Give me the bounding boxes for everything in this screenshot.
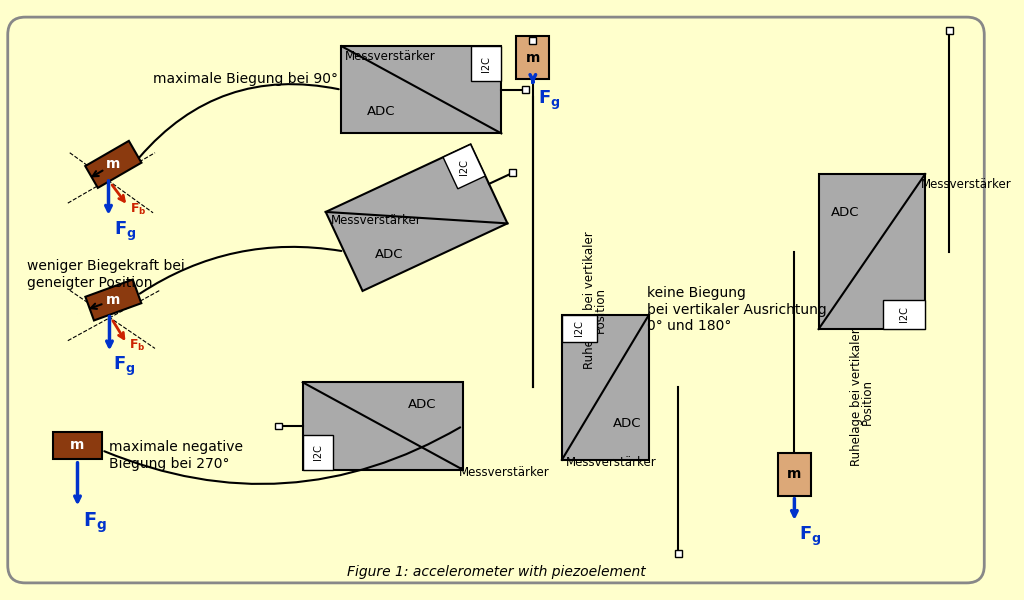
Text: m: m: [71, 439, 85, 452]
Polygon shape: [516, 37, 549, 79]
Text: m: m: [106, 157, 121, 172]
Polygon shape: [509, 169, 516, 176]
Text: $\mathbf{F_b}$: $\mathbf{F_b}$: [129, 338, 145, 353]
Text: maximale Biegung bei 90°: maximale Biegung bei 90°: [153, 73, 338, 86]
Polygon shape: [303, 434, 333, 470]
Text: m: m: [525, 51, 540, 65]
Polygon shape: [562, 314, 597, 342]
Text: ADC: ADC: [613, 417, 641, 430]
Polygon shape: [275, 422, 282, 430]
Polygon shape: [883, 299, 925, 329]
Text: maximale negative
Biegung bei 270°: maximale negative Biegung bei 270°: [109, 440, 243, 470]
Polygon shape: [562, 314, 649, 460]
Text: I2C: I2C: [459, 158, 469, 175]
Text: I2C: I2C: [574, 320, 585, 336]
Text: Messverstärker: Messverstärker: [345, 50, 436, 63]
Text: $\mathbf{F_g}$: $\mathbf{F_g}$: [538, 89, 560, 112]
Text: I2C: I2C: [899, 307, 909, 322]
Text: ADC: ADC: [368, 105, 395, 118]
Text: m: m: [787, 467, 802, 481]
Polygon shape: [53, 432, 101, 459]
Text: keine Biegung
bei vertikaler Ausrichtung
0° und 180°: keine Biegung bei vertikaler Ausrichtung…: [647, 286, 827, 333]
Text: Messverstärker: Messverstärker: [922, 178, 1012, 191]
FancyBboxPatch shape: [8, 17, 984, 583]
Text: $\mathbf{F_g}$: $\mathbf{F_g}$: [83, 510, 108, 535]
Polygon shape: [303, 382, 463, 470]
Text: $\mathbf{F_g}$: $\mathbf{F_g}$: [115, 220, 137, 243]
Text: I2C: I2C: [481, 56, 492, 71]
Text: weniger Biegekraft bei
geneigter Position: weniger Biegekraft bei geneigter Positio…: [27, 259, 185, 290]
Text: $\mathbf{F_b}$: $\mathbf{F_b}$: [130, 202, 146, 217]
Text: $\mathbf{F_g}$: $\mathbf{F_g}$: [114, 355, 136, 379]
Text: Messverstärker: Messverstärker: [331, 214, 422, 227]
Text: Messverstärker: Messverstärker: [566, 456, 656, 469]
Text: Position: Position: [594, 287, 607, 332]
Polygon shape: [529, 37, 537, 44]
Text: Position: Position: [860, 379, 873, 425]
Polygon shape: [341, 46, 502, 133]
Polygon shape: [471, 46, 502, 81]
Polygon shape: [326, 145, 508, 291]
Polygon shape: [443, 145, 485, 189]
Text: Ruhelage bei vertikaler: Ruhelage bei vertikaler: [584, 231, 597, 369]
Polygon shape: [85, 141, 141, 188]
Text: $\mathbf{F_g}$: $\mathbf{F_g}$: [800, 525, 821, 548]
Polygon shape: [522, 86, 529, 93]
Text: Messverstärker: Messverstärker: [459, 466, 550, 479]
Text: Figure 1: accelerometer with piezoelement: Figure 1: accelerometer with piezoelemen…: [347, 565, 645, 579]
Text: ADC: ADC: [376, 248, 403, 261]
Text: ADC: ADC: [409, 398, 437, 410]
Polygon shape: [818, 174, 925, 329]
Polygon shape: [946, 27, 952, 34]
Text: I2C: I2C: [313, 444, 323, 460]
Text: Ruhelage bei vertikaler: Ruhelage bei vertikaler: [850, 328, 863, 466]
Text: m: m: [106, 293, 121, 307]
Polygon shape: [675, 550, 682, 557]
Polygon shape: [778, 453, 811, 496]
Text: ADC: ADC: [831, 206, 859, 220]
Polygon shape: [85, 280, 141, 320]
